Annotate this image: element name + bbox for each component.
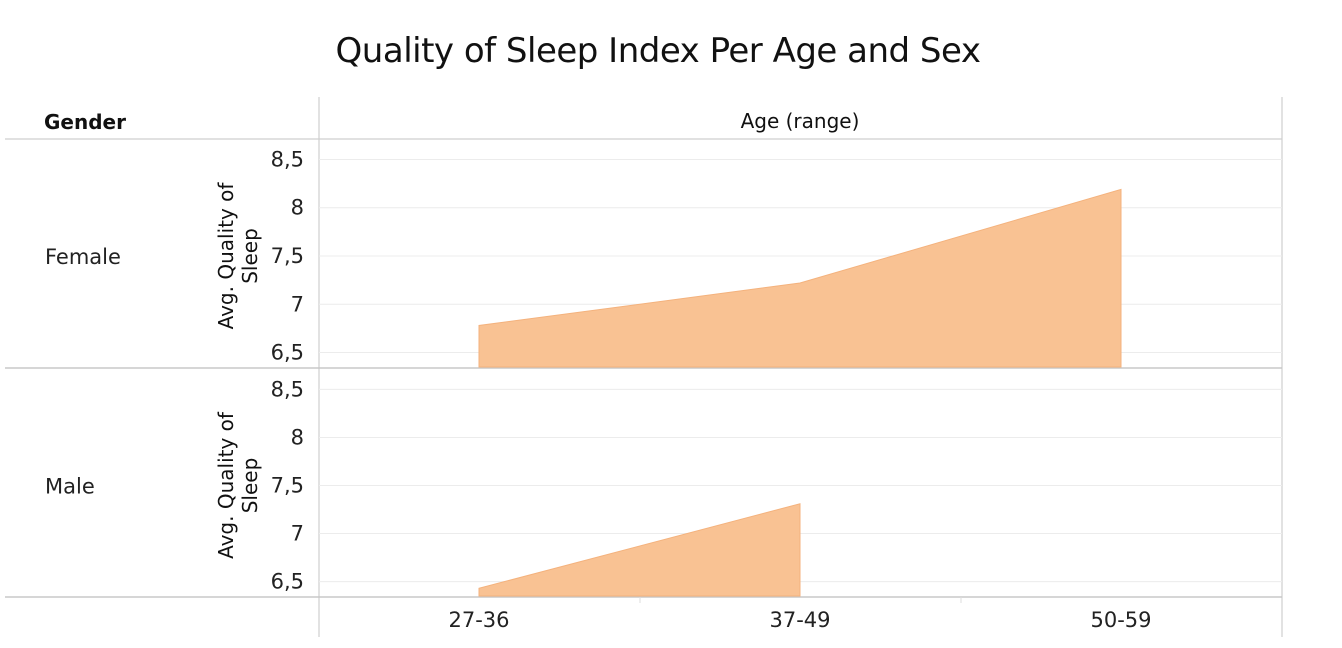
y-tick-label: 8 [291, 196, 304, 220]
y-tick-label: 6,5 [271, 570, 304, 594]
row-label-male: Male [45, 475, 95, 499]
y-tick-label: 8 [291, 425, 304, 449]
y-tick-label: 7,5 [271, 474, 304, 498]
y-tick-label: 8,5 [271, 147, 304, 171]
x-tick-label: 37-49 [769, 608, 830, 632]
column-header: Age (range) [741, 109, 860, 133]
chart-title: Quality of Sleep Index Per Age and Sex [336, 31, 981, 71]
y-axis-label: Avg. Quality ofSleep [214, 411, 262, 559]
y-tick-label: 7 [291, 522, 304, 546]
area-female [478, 188, 1122, 368]
y-axis-label: Avg. Quality ofSleep [214, 182, 262, 330]
x-tick-label: 50-59 [1090, 608, 1151, 632]
y-tick-label: 8,5 [271, 377, 304, 401]
area-male [478, 503, 801, 597]
row-header: Gender [44, 110, 126, 134]
y-tick-label: 7 [291, 292, 304, 316]
y-tick-label: 7,5 [271, 244, 304, 268]
x-tick-label: 27-36 [448, 608, 509, 632]
row-label-female: Female [45, 245, 121, 269]
y-tick-label: 6,5 [271, 341, 304, 365]
